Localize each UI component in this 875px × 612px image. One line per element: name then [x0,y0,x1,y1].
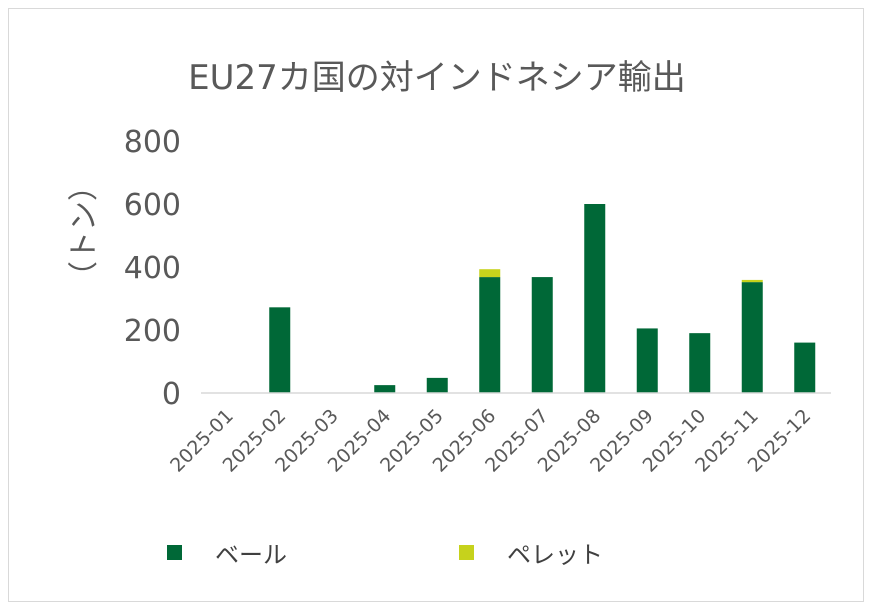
legend-label: ベール [215,541,287,569]
bar-bale [269,307,291,393]
y-tick-label: 800 [124,125,181,160]
bar-bale [794,342,816,393]
y-tick-label: 600 [124,188,181,223]
bar-bale [479,277,501,393]
bar-pellet [479,269,501,278]
bar-bale [426,377,448,393]
chart-title: EU27カ国の対インドネシア輸出 [188,58,686,98]
bars [269,204,816,393]
y-axis-ticks: 0 200 400 600 800 [124,125,181,412]
bar-chart: EU27カ国の対インドネシア輸出 （トン） 0 200 400 600 800 2025… [67,58,831,569]
y-tick-label: 400 [124,251,181,286]
y-tick-label: 200 [124,314,181,349]
legend-label: ペレット [507,541,603,569]
bar-pellet [741,279,763,283]
chart-frame: EU27カ国の対インドネシア輸出 （トン） 0 200 400 600 800 2025… [8,8,864,602]
y-tick-label: 0 [162,377,181,412]
x-axis-ticks: 2025-012025-022025-032025-042025-052025-… [166,405,815,477]
bar-bale [689,333,711,393]
bar-bale [584,204,606,393]
legend: ベール ペレット [167,541,603,569]
legend-swatch [459,545,474,560]
bar-bale [374,385,396,393]
bar-bale [636,328,658,393]
legend-swatch [167,545,182,560]
bar-bale [741,282,763,393]
bar-bale [531,277,553,393]
y-axis-label: （トン） [67,171,102,291]
